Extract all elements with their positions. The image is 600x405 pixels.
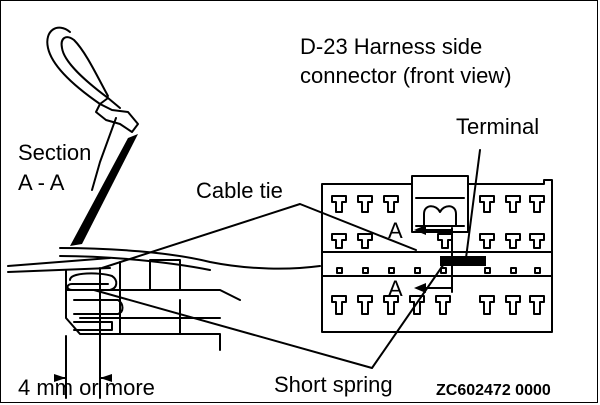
section-marker-bottom: A [388,276,403,301]
terminal-label: Terminal [456,114,539,139]
highlighted-terminal [440,256,486,266]
title-line-2: connector (front view) [300,63,512,88]
cable-tie-leader [101,203,417,269]
terminal-leader [465,149,481,259]
section-arrow-bottom [414,283,426,293]
section-arrow-top [414,225,426,235]
dimension-arrow-right [100,374,112,382]
short-spring-leader [93,257,449,369]
cable-tie-label: Cable tie [196,178,283,203]
dimension-label: 4 mm or more [18,375,155,400]
section-label-line-1: Section [18,140,91,165]
section-drawing [7,247,321,399]
cable-tie-drawing [46,26,139,191]
section-label-line-2: A - A [18,170,65,195]
section-pointer [70,134,138,246]
connector-body [321,175,553,333]
title-line-1: D-23 Harness side [300,34,482,59]
dimension-arrow-left [54,374,66,382]
section-marker-top: A [388,218,403,243]
diagram-code: ZC602472 0000 [436,382,551,399]
short-spring-label: Short spring [274,372,393,397]
